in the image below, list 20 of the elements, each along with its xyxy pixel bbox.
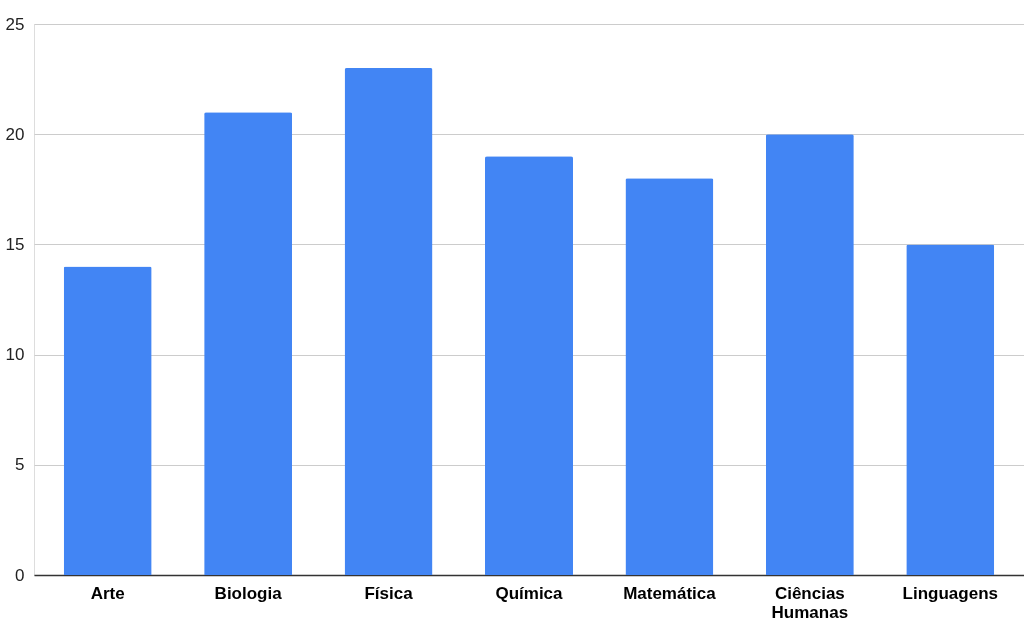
y-tick-label: 20 (5, 124, 25, 144)
x-tick-label: Biologia (214, 583, 283, 603)
bar (204, 112, 293, 575)
y-tick-label: 5 (15, 455, 25, 475)
bar (765, 134, 854, 575)
y-tick-label: 0 (15, 565, 25, 585)
x-tick-label: Arte (90, 583, 125, 603)
bar (906, 244, 995, 575)
x-tick-label: Linguagens (902, 583, 998, 603)
bar (485, 156, 573, 575)
x-tick-label: Ciências Humanas (771, 583, 849, 622)
x-tick-label: Física (364, 583, 414, 603)
bar (63, 266, 152, 575)
bar (344, 68, 433, 575)
y-tick-label: 15 (5, 234, 25, 254)
y-tick-label: 10 (5, 345, 25, 365)
bar (625, 178, 714, 575)
y-tick-label: 25 (5, 14, 25, 34)
x-tick-label: Matemática (623, 583, 717, 603)
x-tick-label: Química (495, 583, 564, 603)
